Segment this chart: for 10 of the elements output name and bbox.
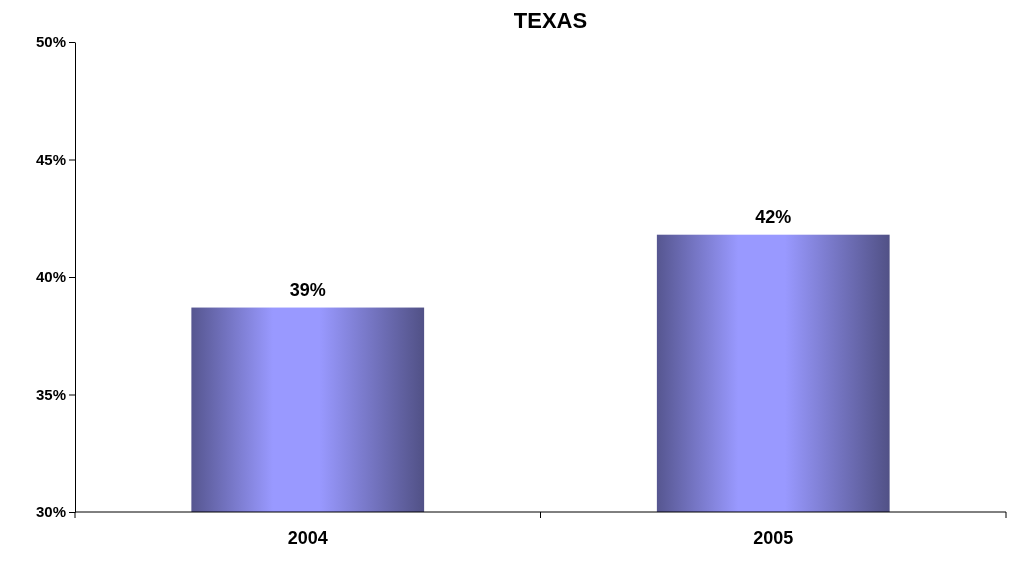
x-tick-label: 2004 (287, 528, 328, 548)
data-label: 39% (289, 279, 326, 300)
y-tick-label: 30% (35, 503, 66, 521)
chart-title: TEXAS (513, 8, 588, 33)
y-tick-label: 35% (35, 385, 66, 403)
y-tick-label: 50% (35, 33, 66, 51)
y-tick-label: 45% (35, 150, 66, 168)
data-label: 42% (755, 206, 792, 227)
x-tick-label: 2005 (753, 528, 794, 548)
y-tick-label: 40% (35, 268, 66, 286)
